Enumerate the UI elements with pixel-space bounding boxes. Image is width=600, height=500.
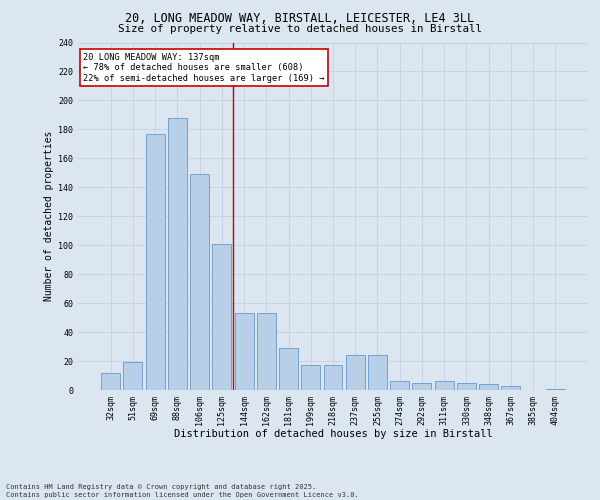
Text: Size of property relative to detached houses in Birstall: Size of property relative to detached ho… [118, 24, 482, 34]
X-axis label: Distribution of detached houses by size in Birstall: Distribution of detached houses by size … [173, 429, 493, 439]
Bar [101, 372, 120, 390]
Bar [390, 382, 409, 390]
Bar [479, 384, 498, 390]
Bar [457, 383, 476, 390]
Bar [168, 118, 187, 390]
Bar [346, 355, 365, 390]
Bar [301, 366, 320, 390]
Bar [190, 174, 209, 390]
Bar [279, 348, 298, 390]
Y-axis label: Number of detached properties: Number of detached properties [44, 131, 54, 302]
Text: 20 LONG MEADOW WAY: 137sqm
← 78% of detached houses are smaller (608)
22% of sem: 20 LONG MEADOW WAY: 137sqm ← 78% of deta… [83, 53, 325, 82]
Bar [435, 382, 454, 390]
Text: 20, LONG MEADOW WAY, BIRSTALL, LEICESTER, LE4 3LL: 20, LONG MEADOW WAY, BIRSTALL, LEICESTER… [125, 12, 475, 26]
Bar [412, 383, 431, 390]
Bar [368, 355, 387, 390]
Bar [546, 388, 565, 390]
Bar [257, 314, 276, 390]
Bar [212, 244, 231, 390]
Bar [323, 366, 343, 390]
Bar [502, 386, 520, 390]
Text: Contains HM Land Registry data © Crown copyright and database right 2025.
Contai: Contains HM Land Registry data © Crown c… [6, 484, 359, 498]
Bar [124, 362, 142, 390]
Bar [235, 314, 254, 390]
Bar [146, 134, 164, 390]
